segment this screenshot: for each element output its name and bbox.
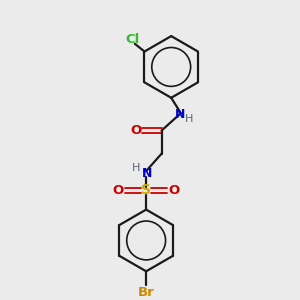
Text: O: O [169,184,180,197]
Text: Br: Br [138,286,154,299]
Text: O: O [130,124,141,137]
Text: H: H [185,114,194,124]
Text: O: O [112,184,124,197]
Text: H: H [132,163,141,173]
Text: Cl: Cl [126,33,140,46]
Text: N: N [142,167,152,180]
Text: N: N [175,108,185,121]
Text: S: S [141,183,151,197]
